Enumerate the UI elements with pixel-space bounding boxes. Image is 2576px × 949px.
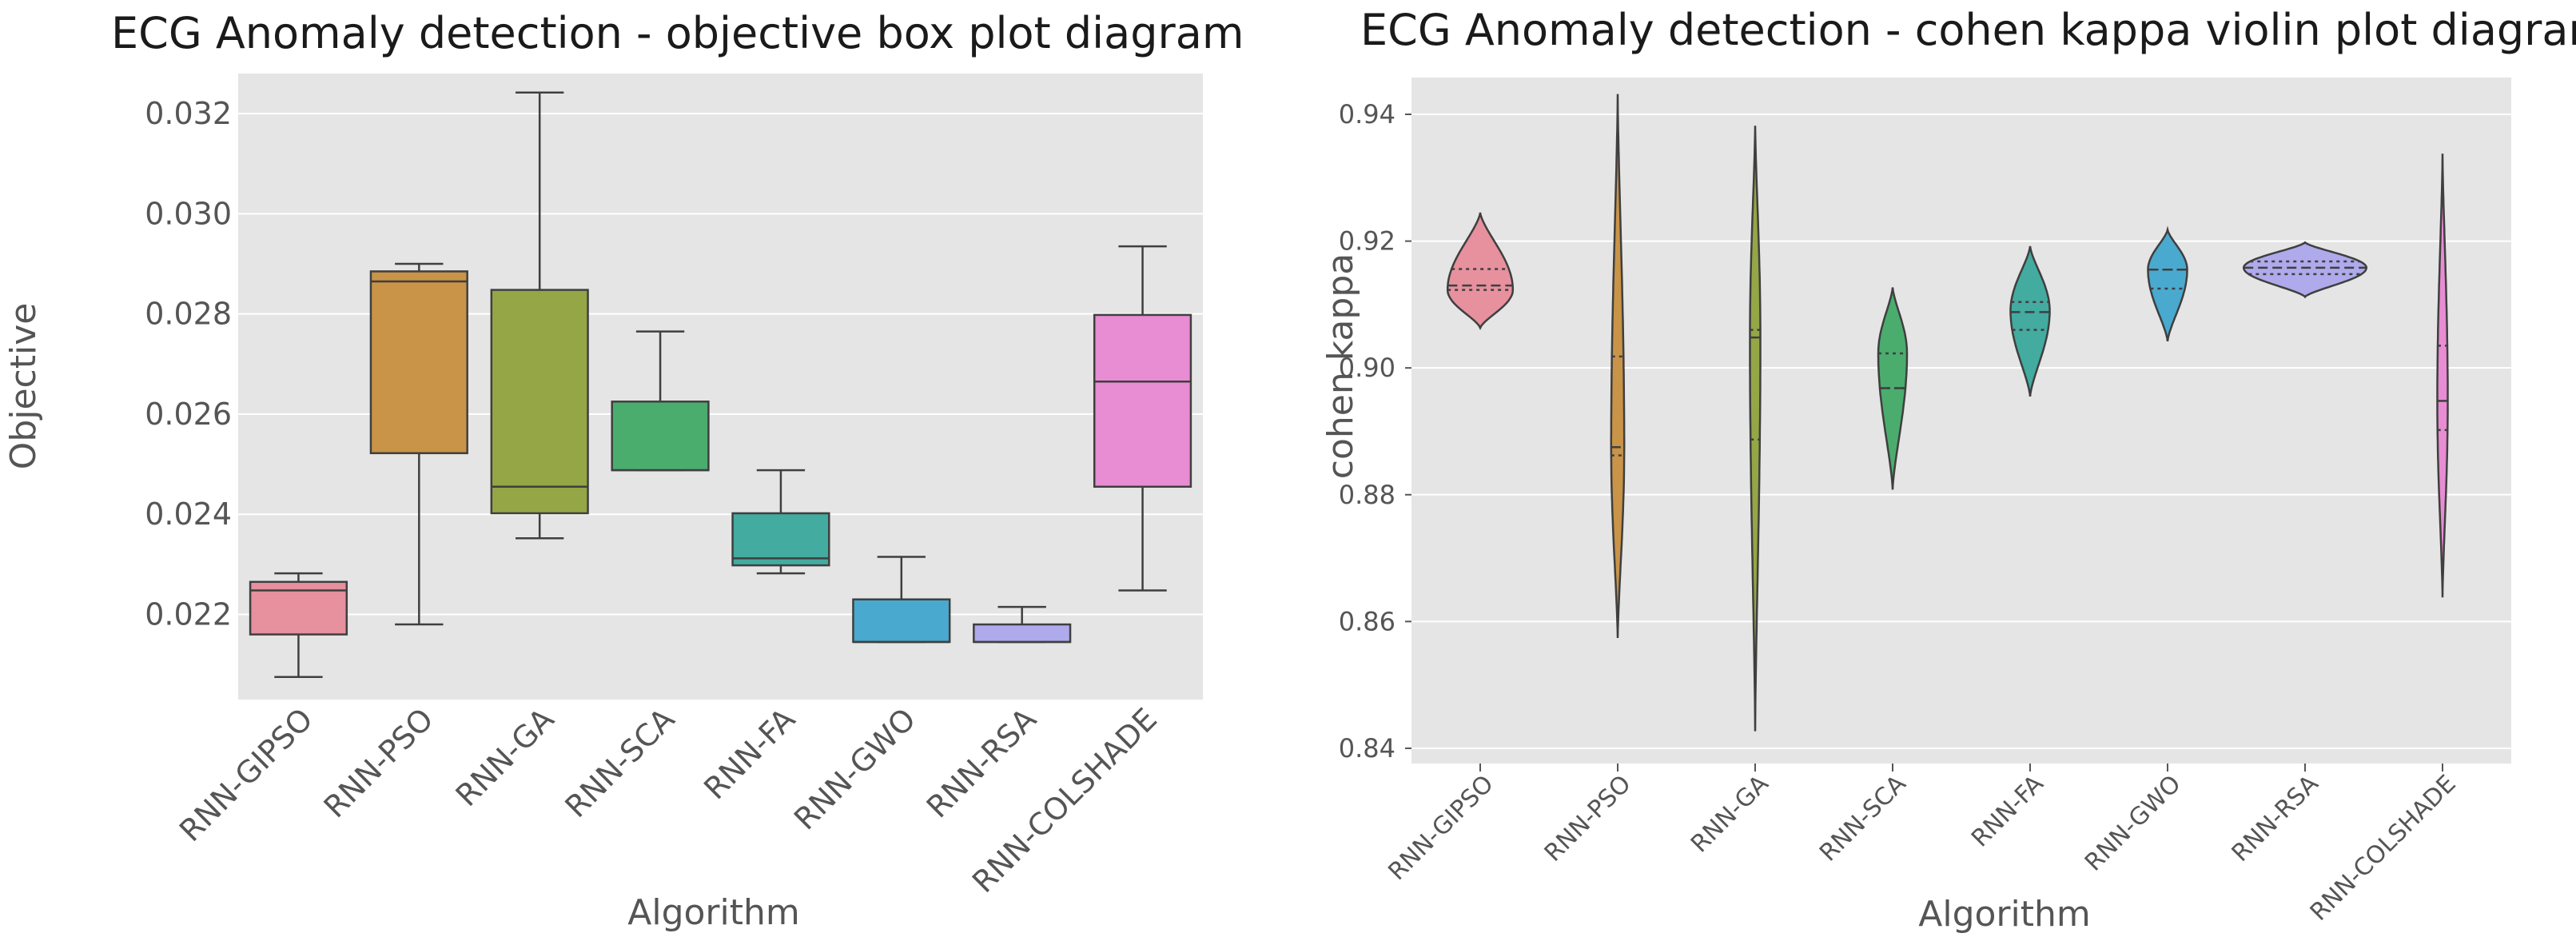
box-plot-x-tick-label: RNN-SCA xyxy=(559,701,682,824)
violin-body xyxy=(2242,241,2368,299)
violin-plot-y-tick-label: 0.94 xyxy=(1339,99,1395,130)
box-plot-y-axis-label: Objective xyxy=(3,303,44,470)
violin-body xyxy=(2147,225,2188,342)
box-iqr xyxy=(369,270,468,455)
violin-plot-y-ticks: 0.84 0.86 0.88 0.90 0.92 0.94 xyxy=(1339,99,1411,764)
box-iqr xyxy=(973,623,1072,644)
box-plot-y-tick-label: 0.022 xyxy=(145,597,232,632)
box-plot-x-tick-label: RNN-GIPSO xyxy=(173,701,320,848)
box-plot-x-tick-label: RNN-FA xyxy=(697,701,802,806)
box-rnn-ga xyxy=(490,91,589,540)
box-plot-x-tick-label: RNN-RSA xyxy=(920,701,1043,824)
violin-plot-x-tick-label: RNN-GIPSO xyxy=(1383,770,1499,886)
box-rnn-gwo xyxy=(852,556,951,644)
box-plot-chart: 0.022 0.024 0.026 0.028 0.030 0.032 RNN-GIPSO… xyxy=(3,8,1244,933)
box-plot-y-tick-label: 0.028 xyxy=(145,297,232,332)
violin-plot-x-tick-label: RNN-GA xyxy=(1686,770,1774,859)
box-plot-y-ticks: 0.022 0.024 0.026 0.028 0.030 0.032 xyxy=(145,96,232,632)
box-plot-y-tick-label: 0.026 xyxy=(145,397,232,432)
violin-plot-x-tick-label: RNN-PSO xyxy=(1539,770,1637,867)
violin-body xyxy=(2436,154,2449,598)
box-iqr xyxy=(1093,313,1192,488)
box-plot-title: ECG Anomaly detection - objective box pl… xyxy=(111,8,1244,58)
violin-plot-x-tick-label: RNN-SCA xyxy=(1814,770,1912,867)
violin-plot-y-tick-label: 0.92 xyxy=(1339,226,1395,257)
violin-plot-x-tick-label: RNN-GWO xyxy=(2080,770,2187,877)
violin-plot-title: ECG Anomaly detection - cohen kappa viol… xyxy=(1360,5,2576,55)
violin-plot-x-tick-label: RNN-RSA xyxy=(2227,770,2324,867)
violin-rnn-pso xyxy=(1610,94,1626,639)
box-plot-marks xyxy=(249,91,1192,679)
box-rnn-fa xyxy=(731,469,830,575)
box-plot-y-tick-label: 0.030 xyxy=(145,196,232,231)
violin-plot-marks xyxy=(1446,94,2449,732)
box-plot-x-tick-label: RNN-GWO xyxy=(787,701,922,836)
violin-plot-y-tick-label: 0.88 xyxy=(1339,480,1395,510)
violin-plot-y-tick-label: 0.86 xyxy=(1339,606,1395,636)
box-plot-x-tick-label: RNN-PSO xyxy=(317,701,440,824)
box-rnn-sca xyxy=(611,330,710,472)
box-iqr xyxy=(731,512,830,567)
violin-rnn-rsa xyxy=(2242,241,2368,299)
box-iqr xyxy=(611,401,710,472)
box-rnn-rsa xyxy=(973,605,1072,644)
violin-rnn-colshade xyxy=(2436,154,2449,598)
box-plot-x-tick-label: RNN-GA xyxy=(449,701,561,813)
violin-body xyxy=(1610,94,1626,639)
box-rnn-colshade xyxy=(1093,245,1192,592)
violin-rnn-sca xyxy=(1877,287,1909,490)
violin-rnn-ga xyxy=(1749,126,1762,732)
violin-rnn-fa xyxy=(2009,245,2051,397)
violin-plot-y-tick-label: 0.84 xyxy=(1339,733,1395,764)
violin-plot-y-tick-label: 0.90 xyxy=(1339,353,1395,383)
violin-plot-x-tick-label: RNN-COLSHADE xyxy=(2305,770,2462,927)
violin-plot-chart: 0.84 0.86 0.88 0.90 0.92 0.94 RNN-GIPSO RNN-PS… xyxy=(1320,5,2576,935)
violin-body xyxy=(2009,245,2051,397)
box-rnn-gipso xyxy=(249,572,348,679)
box-iqr xyxy=(490,289,589,515)
violin-body xyxy=(1749,126,1762,732)
violin-rnn-gipso xyxy=(1446,212,1515,330)
violin-plot-y-axis-label: cohen kappa xyxy=(1320,253,1361,479)
box-plot-y-tick-label: 0.032 xyxy=(145,96,232,131)
box-plot-y-tick-label: 0.024 xyxy=(145,496,232,532)
violin-plot-x-tick-label: RNN-FA xyxy=(1966,770,2049,853)
violin-rnn-gwo xyxy=(2147,225,2188,342)
box-iqr xyxy=(852,598,951,644)
violin-plot-gridlines xyxy=(1411,113,2511,749)
violin-body xyxy=(1877,287,1909,490)
violin-plot-area xyxy=(1411,78,2511,764)
box-plot-x-axis-label: Algorithm xyxy=(627,892,800,933)
violin-plot-x-axis-label: Algorithm xyxy=(1918,894,2091,935)
box-rnn-pso xyxy=(369,262,468,626)
